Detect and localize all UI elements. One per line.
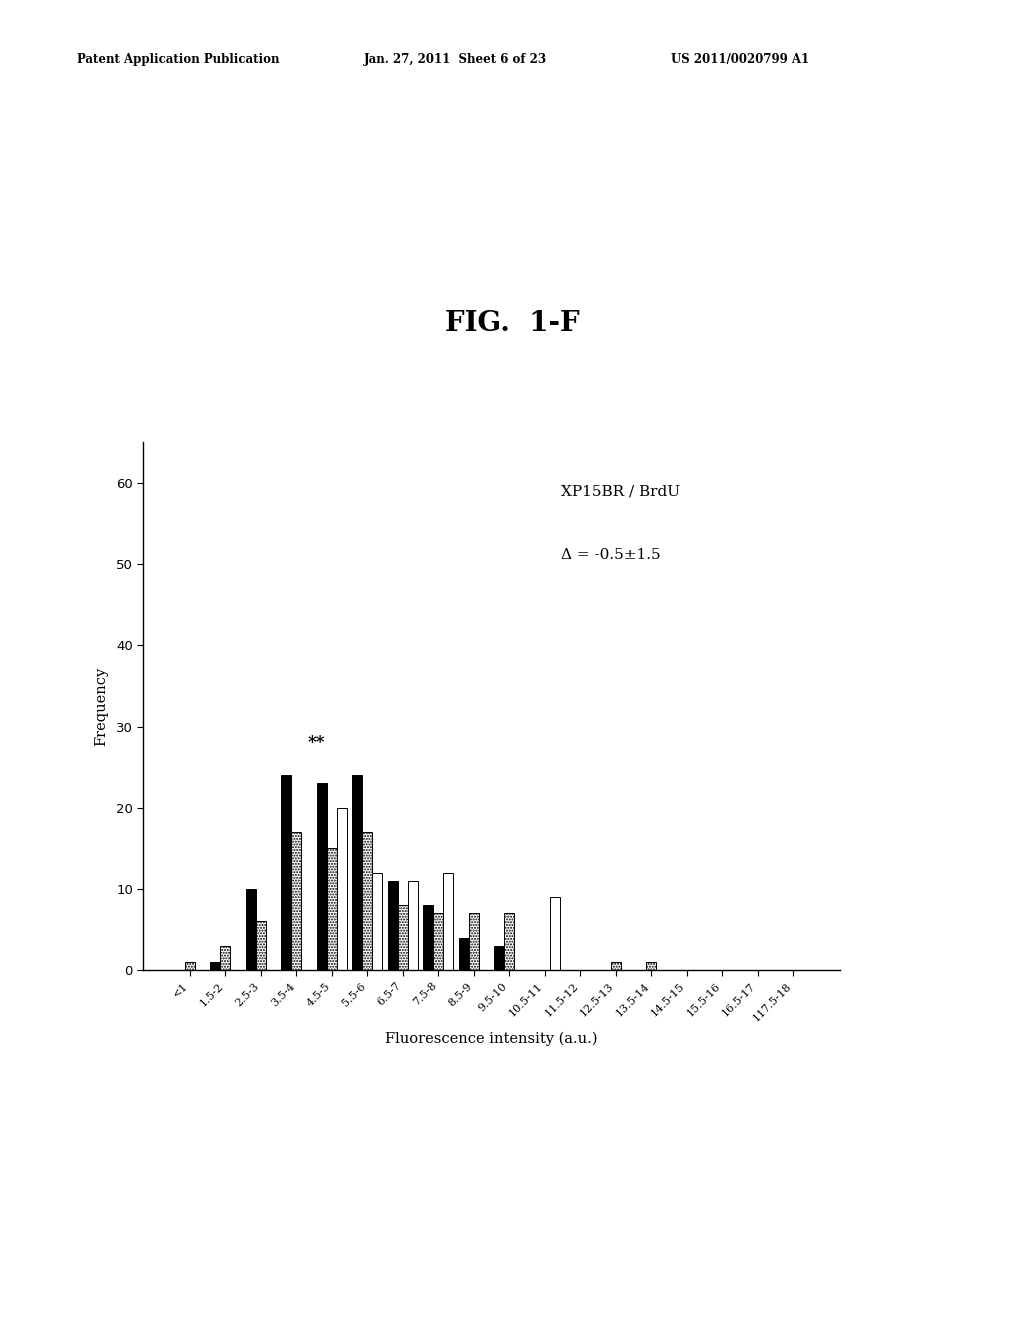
- Bar: [292, 832, 301, 970]
- Text: FIG.  1-F: FIG. 1-F: [444, 310, 580, 337]
- Bar: [246, 888, 256, 970]
- Text: XP15BR / BrdU: XP15BR / BrdU: [561, 484, 680, 499]
- Y-axis label: Frequency: Frequency: [94, 667, 108, 746]
- Bar: [362, 832, 373, 970]
- Bar: [550, 898, 560, 970]
- Text: US 2011/0020799 A1: US 2011/0020799 A1: [671, 53, 809, 66]
- Bar: [317, 783, 327, 970]
- Text: **: **: [307, 734, 325, 751]
- Bar: [211, 962, 220, 970]
- Bar: [185, 962, 195, 970]
- Bar: [220, 946, 230, 970]
- Bar: [610, 962, 621, 970]
- Text: Jan. 27, 2011  Sheet 6 of 23: Jan. 27, 2011 Sheet 6 of 23: [364, 53, 547, 66]
- Bar: [327, 849, 337, 970]
- Bar: [373, 873, 382, 970]
- Bar: [459, 937, 469, 970]
- Bar: [282, 775, 292, 970]
- Bar: [646, 962, 656, 970]
- Bar: [504, 913, 514, 970]
- Bar: [495, 946, 504, 970]
- Bar: [337, 808, 347, 970]
- X-axis label: Fluorescence intensity (a.u.): Fluorescence intensity (a.u.): [385, 1031, 598, 1045]
- Bar: [352, 775, 362, 970]
- Bar: [423, 906, 433, 970]
- Bar: [433, 913, 443, 970]
- Bar: [443, 873, 454, 970]
- Text: Δ = -0.5±1.5: Δ = -0.5±1.5: [561, 548, 660, 562]
- Text: Patent Application Publication: Patent Application Publication: [77, 53, 280, 66]
- Bar: [256, 921, 266, 970]
- Bar: [408, 880, 418, 970]
- Bar: [398, 906, 408, 970]
- Bar: [469, 913, 479, 970]
- Bar: [388, 880, 398, 970]
